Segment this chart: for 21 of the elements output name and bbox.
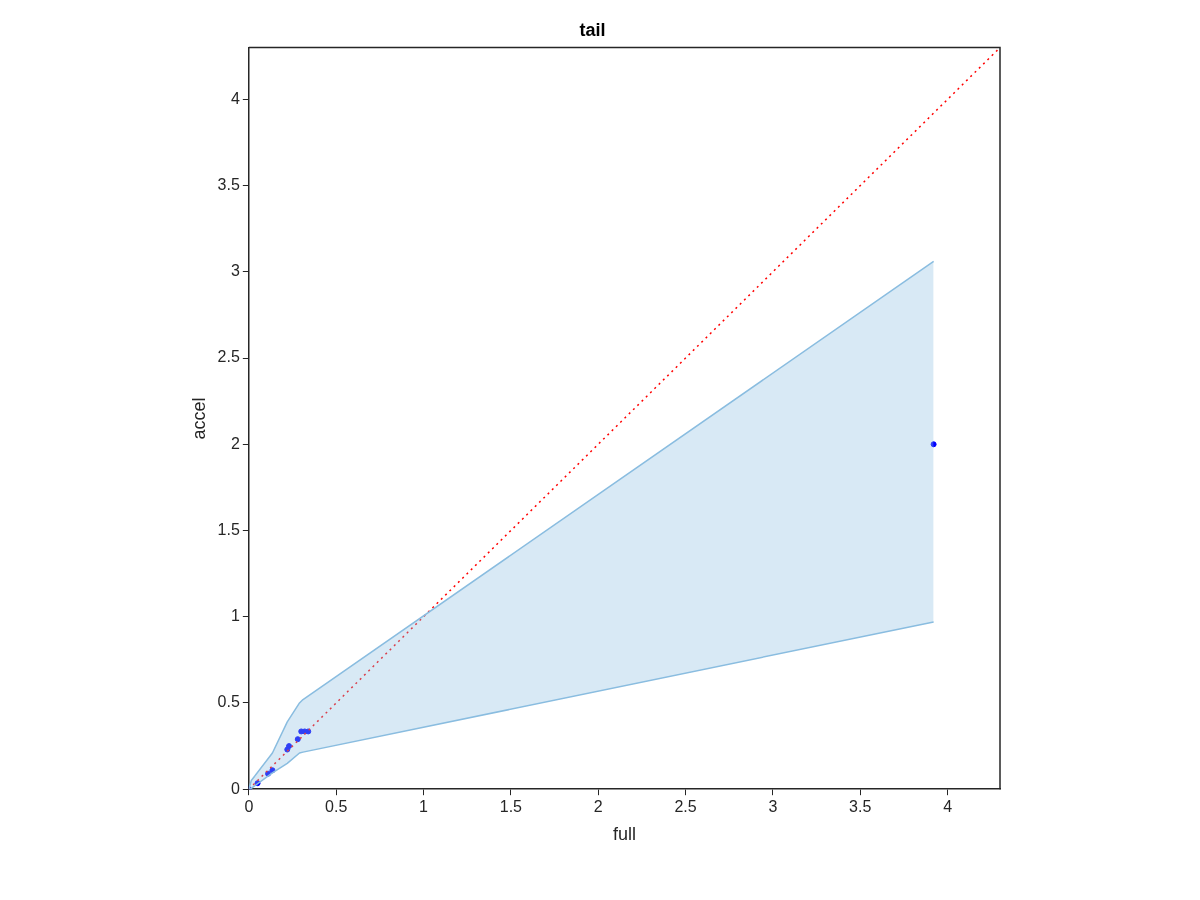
y-tick-label: 0.5 bbox=[217, 693, 240, 711]
y-tick-label: 3 bbox=[230, 262, 240, 280]
y-tick-label: 2 bbox=[230, 434, 240, 452]
x-tick-label: 2.5 bbox=[674, 798, 697, 816]
y-tick-label: 0 bbox=[230, 779, 240, 797]
x-tick-label: 2 bbox=[593, 798, 603, 816]
y-tick-label: 4 bbox=[230, 89, 240, 107]
y-axis-title: accel bbox=[188, 397, 209, 440]
x-axis-title: full bbox=[612, 824, 636, 845]
x-tick-label: 1.5 bbox=[499, 798, 523, 816]
y-tick-label: 1 bbox=[230, 607, 240, 625]
y-tick-label: 2.5 bbox=[217, 348, 240, 366]
y-tick-label: 3.5 bbox=[217, 175, 240, 193]
x-tick-label: 0.5 bbox=[325, 798, 348, 816]
x-tick-label: 1 bbox=[419, 798, 429, 816]
x-tick-label: 3 bbox=[768, 798, 778, 816]
chart-title: tail bbox=[579, 19, 606, 40]
x-tick-label: 0 bbox=[244, 798, 254, 816]
x-tick-label: 3.5 bbox=[849, 798, 872, 816]
x-tick-label: 4 bbox=[943, 798, 953, 816]
y-tick-label: 1.5 bbox=[217, 520, 240, 538]
